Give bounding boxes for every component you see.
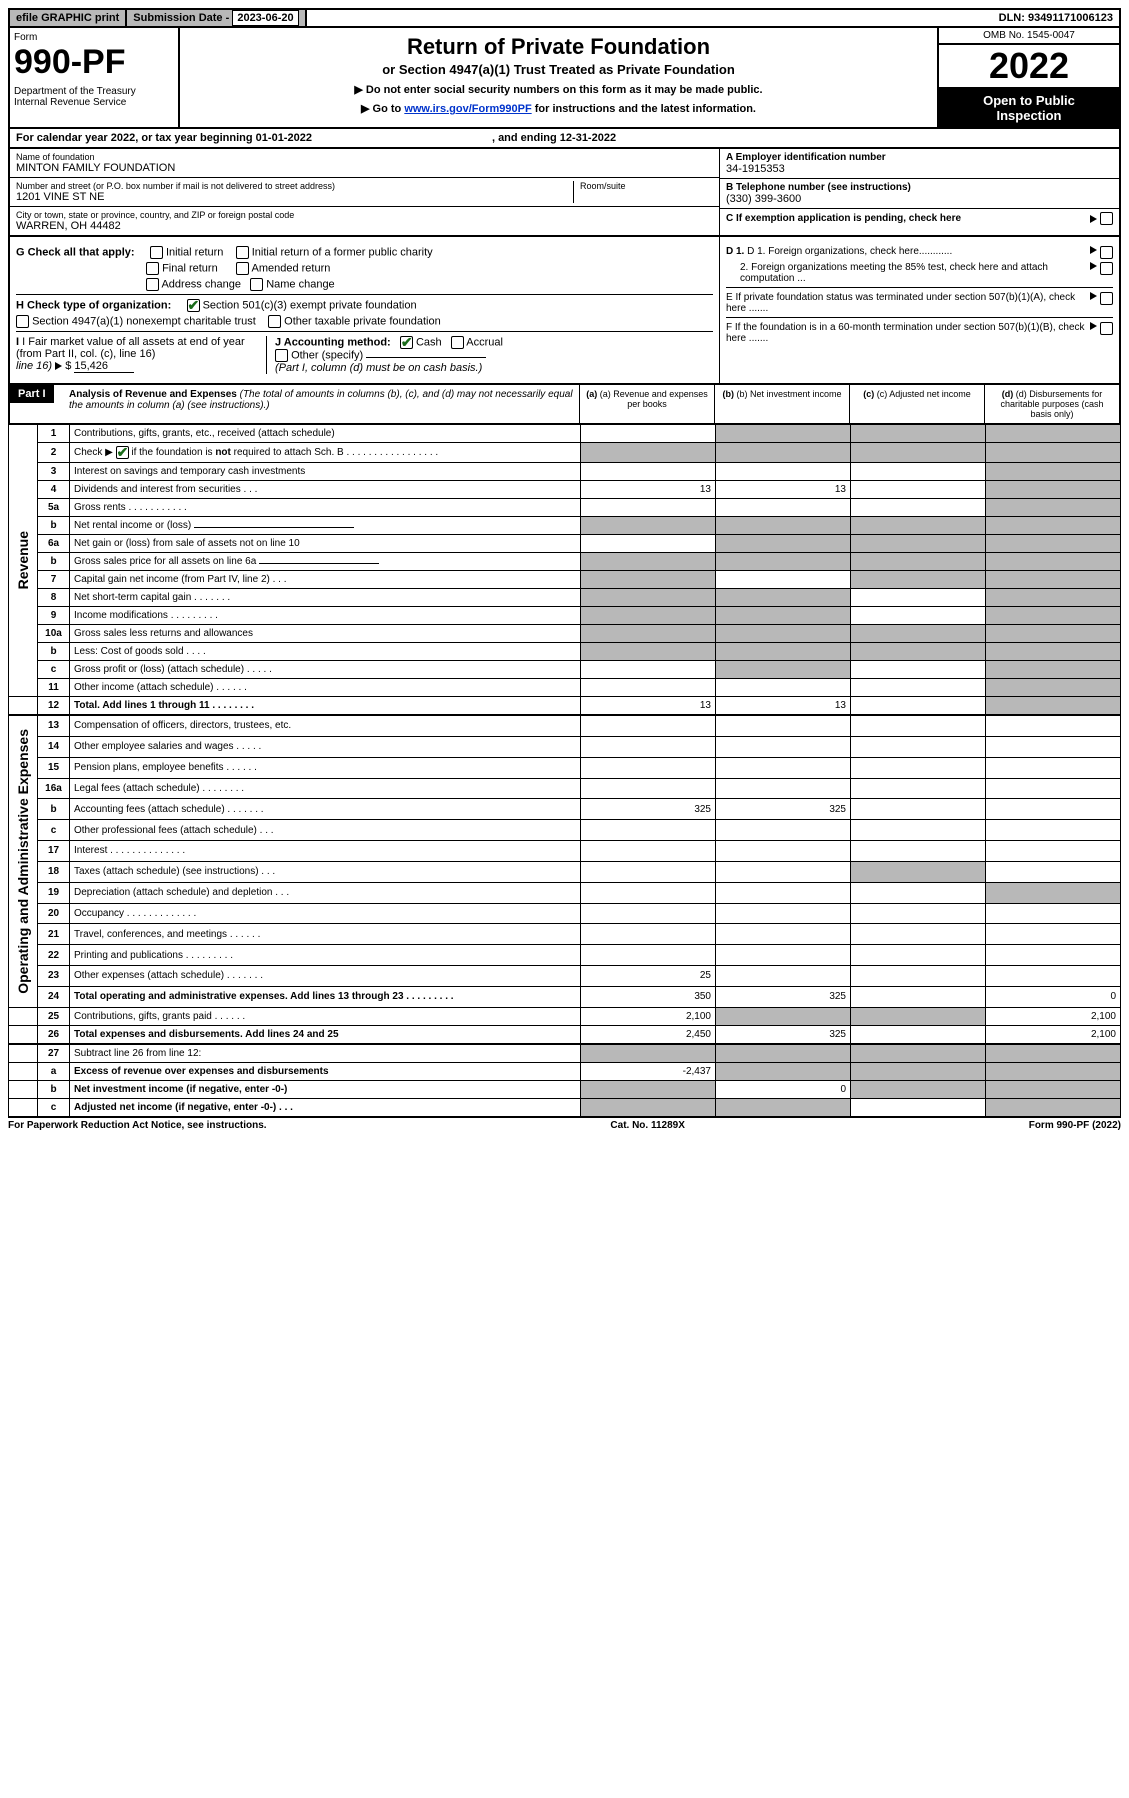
phone: (330) 399-3600 — [726, 193, 1113, 205]
other-taxable-checkbox[interactable] — [268, 315, 281, 328]
calendar-year-row: For calendar year 2022, or tax year begi… — [8, 129, 1121, 149]
f-checkbox[interactable] — [1100, 322, 1113, 335]
amended-return-checkbox[interactable] — [236, 262, 249, 275]
note-2: ▶ Go to www.irs.gov/Form990PF for instru… — [186, 102, 931, 115]
form-subtitle: or Section 4947(a)(1) Trust Treated as P… — [186, 62, 931, 77]
part1-title: Analysis of Revenue and Expenses — [69, 389, 237, 400]
i-label: I Fair market value of all assets at end… — [16, 336, 245, 360]
col-a-header: (a) (a) Revenue and expenses per books — [579, 385, 714, 423]
phone-label: B Telephone number (see instructions) — [726, 182, 1113, 193]
form-header: Form 990-PF Department of the TreasuryIn… — [8, 28, 1121, 129]
arrow-icon — [1090, 292, 1097, 300]
tax-year: 2022 — [939, 45, 1119, 89]
initial-return-checkbox[interactable] — [150, 246, 163, 259]
part1-label: Part I — [10, 385, 54, 403]
fmv-value: 15,426 — [74, 360, 134, 373]
col-b-header: (b) (b) Net investment income — [714, 385, 849, 423]
footer: For Paperwork Reduction Act Notice, see … — [8, 1120, 1121, 1131]
col-d-header: (d) (d) Disbursements for charitable pur… — [984, 385, 1119, 423]
entity-block: Name of foundation MINTON FAMILY FOUNDAT… — [8, 149, 1121, 237]
name-change-checkbox[interactable] — [250, 278, 263, 291]
accrual-checkbox[interactable] — [451, 336, 464, 349]
form-ref: Form 990-PF (2022) — [1029, 1120, 1121, 1131]
other-method-checkbox[interactable] — [275, 349, 288, 362]
note-1: ▶ Do not enter social security numbers o… — [186, 83, 931, 96]
instructions-link[interactable]: www.irs.gov/Form990PF — [404, 103, 531, 115]
city: WARREN, OH 44482 — [16, 220, 713, 232]
ein: 34-1915353 — [726, 163, 1113, 175]
omb-number: OMB No. 1545-0047 — [939, 28, 1119, 45]
g-row: G Check all that apply: Initial return I… — [16, 246, 713, 259]
form-number: 990-PF — [14, 43, 174, 82]
d1-label: D 1. Foreign organizations, check here..… — [747, 246, 952, 257]
address-label: Number and street (or P.O. box number if… — [16, 181, 573, 191]
ein-label: A Employer identification number — [726, 152, 1113, 163]
arrow-icon — [1090, 322, 1097, 330]
arrow-icon — [1090, 215, 1097, 223]
form-title: Return of Private Foundation — [186, 34, 931, 60]
form-label: Form — [14, 32, 174, 43]
arrow-icon — [1090, 246, 1097, 254]
cat-no: Cat. No. 11289X — [610, 1120, 684, 1131]
e-label: E If private foundation status was termi… — [726, 292, 1090, 314]
arrow-icon — [1090, 262, 1097, 270]
dept: Department of the TreasuryInternal Reven… — [14, 86, 174, 108]
dln: DLN: 93491171006123 — [993, 10, 1119, 26]
paperwork-notice: For Paperwork Reduction Act Notice, see … — [8, 1120, 267, 1131]
cash-checkbox[interactable] — [400, 336, 413, 349]
expenses-label: Operating and Administrative Expenses — [13, 719, 33, 1004]
analysis-table: Revenue 1Contributions, gifts, grants, e… — [8, 425, 1121, 1118]
submission-date-label: Submission Date - 2023-06-20 — [127, 10, 306, 26]
c-checkbox[interactable] — [1100, 212, 1113, 225]
address-change-checkbox[interactable] — [146, 278, 159, 291]
foundation-name: MINTON FAMILY FOUNDATION — [16, 162, 713, 174]
4947a1-checkbox[interactable] — [16, 315, 29, 328]
foundation-name-label: Name of foundation — [16, 152, 713, 162]
schb-checkbox[interactable] — [116, 446, 129, 459]
address: 1201 VINE ST NE — [16, 191, 573, 203]
open-public: Open to PublicInspection — [939, 89, 1119, 127]
d2-label: 2. Foreign organizations meeting the 85%… — [740, 262, 1090, 284]
final-return-checkbox[interactable] — [146, 262, 159, 275]
initial-former-checkbox[interactable] — [236, 246, 249, 259]
d1-checkbox[interactable] — [1100, 246, 1113, 259]
c-label: C If exemption application is pending, c… — [726, 213, 1090, 224]
col-c-header: (c) (c) Adjusted net income — [849, 385, 984, 423]
e-checkbox[interactable] — [1100, 292, 1113, 305]
part1-header-row: Part I Analysis of Revenue and Expenses … — [8, 385, 1121, 425]
efile-label[interactable]: efile GRAPHIC print — [10, 10, 127, 26]
top-bar: efile GRAPHIC print Submission Date - 20… — [8, 8, 1121, 28]
city-label: City or town, state or province, country… — [16, 210, 713, 220]
revenue-label: Revenue — [13, 521, 33, 599]
arrow-icon — [55, 362, 62, 370]
501c3-checkbox[interactable] — [187, 299, 200, 312]
room-label: Room/suite — [580, 181, 713, 191]
f-label: F If the foundation is in a 60-month ter… — [726, 322, 1090, 344]
d2-checkbox[interactable] — [1100, 262, 1113, 275]
check-section: G Check all that apply: Initial return I… — [8, 237, 1121, 385]
